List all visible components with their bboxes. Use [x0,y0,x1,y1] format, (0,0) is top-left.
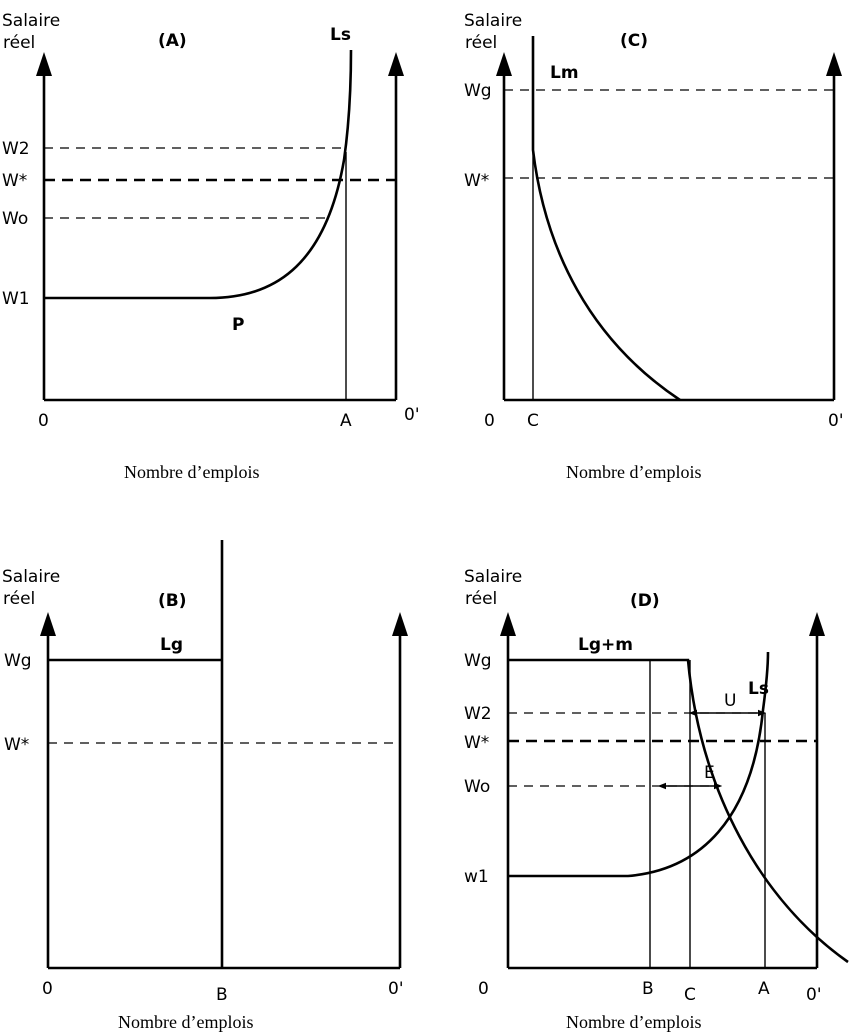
panel-d-title: (D) [630,591,660,611]
panel-a-ls-label: Ls [330,25,351,45]
panel-b-lg-label: Lg [160,635,183,655]
panel-b-caption: Nombre d’emplois [118,1012,253,1032]
panel-a-p-label: P [232,315,244,335]
panel-d-wg-tick: Wg [464,651,492,671]
panel-d-y-label-line2: réel [465,589,497,609]
panel-d-right-axis-arrow [809,612,825,636]
panel-a-left-axis-arrow [36,52,52,76]
panel-a: Salaire réel (A) Ls P W2 W* Wo W1 0 A 0'… [2,11,420,482]
panel-c-c-tick: C [527,411,539,431]
panel-b-left-axis-arrow [40,612,56,636]
panel-d: Salaire réel (D) Lg+m Ls U E Wg W2 W* Wo… [464,567,849,1032]
panel-a-title: (A) [158,31,187,51]
panel-c-lm-curve [531,36,681,402]
panel-d-y-label-line1: Salaire [464,567,522,587]
panel-d-w2-tick: W2 [464,704,492,724]
panel-b-origin-tick: 0 [42,979,53,999]
panel-d-wo-tick: Wo [464,777,490,797]
panel-d-ls-curve [508,651,770,878]
panel-b-wg-tick: Wg [4,651,32,671]
panel-d-c-tick: C [684,985,696,1005]
panel-a-w2-tick: W2 [2,139,30,159]
panel-a-origin-right-tick: 0' [404,405,420,425]
panel-a-ls-curve [44,49,353,300]
panel-c-title: (C) [620,31,648,51]
panel-d-lgm-label: Lg+m [578,635,633,655]
panel-b-y-label-line2: réel [3,589,35,609]
panel-d-wstar-tick: W* [464,733,489,753]
panel-c-wstar-tick: W* [464,171,489,191]
panel-d-lgm-curve [508,658,849,964]
panel-c-left-axis-arrow [496,52,512,76]
panel-b-b-tick: B [216,985,228,1005]
panel-d-origin-right-tick: 0' [806,985,822,1005]
panel-c-origin-tick: 0 [484,411,495,431]
panel-d-u-label: U [724,691,736,711]
panel-c-wg-tick: Wg [464,81,492,101]
panel-a-y-label-line2: réel [3,33,35,53]
panel-a-wo-tick: Wo [2,209,28,229]
panel-b-wstar-tick: W* [4,735,29,755]
panel-d-a-tick: A [758,979,770,999]
panel-c-y-label-line2: réel [465,33,497,53]
panel-c-origin-right-tick: 0' [828,411,844,431]
panel-c-caption: Nombre d’emplois [566,462,701,482]
panel-d-origin-tick: 0 [478,979,489,999]
panel-a-origin-tick: 0 [38,411,49,431]
panel-b-right-axis-arrow [392,612,408,636]
panel-a-right-axis-arrow [388,52,404,76]
panel-c-lm-label: Lm [550,63,579,83]
panel-a-caption: Nombre d’emplois [124,462,259,482]
panel-a-w1-tick: W1 [2,289,30,309]
panel-c: Salaire réel (C) Lm Wg W* 0 C 0' Nombre … [464,11,844,482]
panel-d-w1-tick: w1 [464,867,489,887]
panel-d-b-tick: B [642,979,654,999]
panel-a-a-tick: A [340,411,352,431]
panel-c-y-label-line1: Salaire [464,11,522,31]
panel-d-e-label: E [704,763,715,783]
panel-b: Salaire réel (B) Lg Wg W* 0 B 0' Nombre … [2,540,408,1032]
panel-d-ls-label: Ls [748,679,769,699]
panel-d-caption: Nombre d’emplois [566,1012,701,1032]
panel-a-wstar-tick: W* [2,171,27,191]
panel-c-right-axis-arrow [826,52,842,76]
panel-d-left-axis-arrow [500,612,516,636]
panel-a-y-label-line1: Salaire [2,11,60,31]
panel-b-origin-right-tick: 0' [388,979,404,999]
panel-b-title: (B) [158,591,187,611]
panel-b-y-label-line1: Salaire [2,567,60,587]
